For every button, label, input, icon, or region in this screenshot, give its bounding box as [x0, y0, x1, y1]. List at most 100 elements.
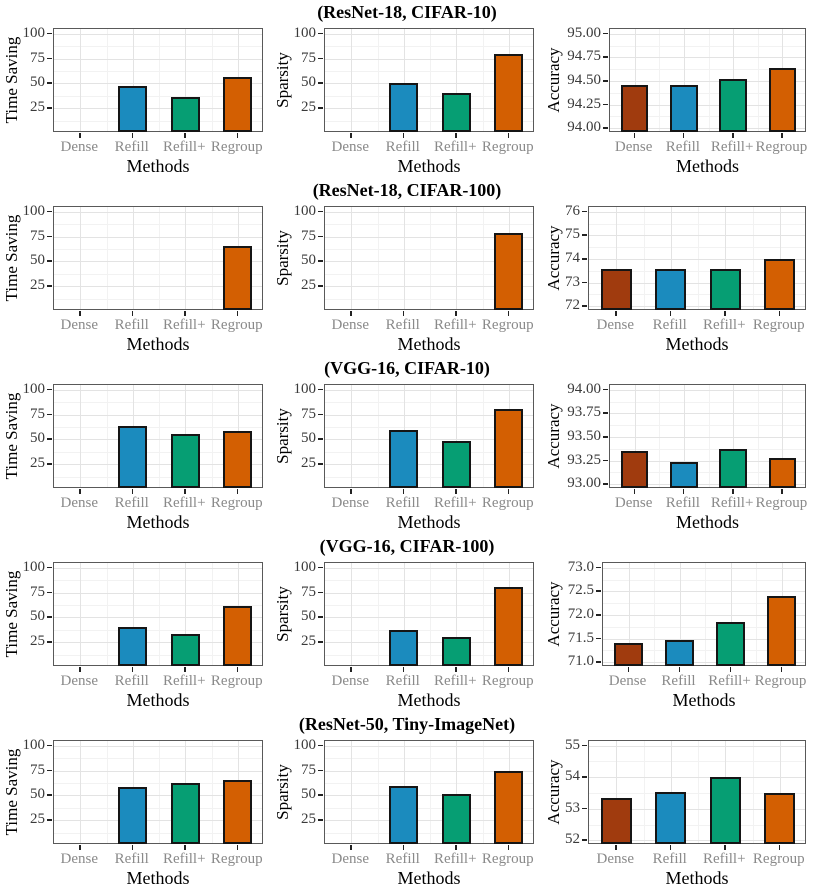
major-gridline: [782, 385, 784, 487]
y-tick-label: 94.50: [567, 72, 601, 88]
y-tick-mark: [47, 57, 52, 60]
minor-gridline: [752, 207, 754, 309]
major-gridline: [54, 464, 262, 466]
y-axis-title: Accuracy: [544, 403, 563, 469]
plot-panel: [588, 206, 806, 310]
chart-row-0: (ResNet-18, CIFAR-10) 25 50 75 100 Dense Refil…: [0, 0, 814, 178]
y-tick-label: 50: [301, 74, 316, 91]
chart-time-saving: 25 50 75 100 Dense Refill Refill+ Regroup Time S…: [0, 556, 271, 712]
y-tick-label: 25: [301, 455, 316, 472]
major-gridline: [325, 592, 533, 594]
major-gridline: [325, 745, 533, 747]
chart-row-4: (ResNet-50, Tiny-ImageNet) 25 50 75 100 Dense…: [0, 712, 814, 890]
y-tick-label: 100: [22, 24, 46, 41]
major-gridline: [351, 563, 353, 665]
y-tick-mark: [582, 305, 587, 307]
y-tick-mark: [318, 57, 323, 60]
y-tick-mark: [47, 107, 52, 109]
x-tick-mark: [236, 489, 239, 494]
y-tick-label: 71.5: [567, 629, 594, 646]
x-tick-label: Dense: [60, 317, 99, 333]
minor-gridline: [603, 603, 805, 605]
x-tick-label: Refill: [665, 495, 700, 511]
bar-refill: [655, 792, 686, 844]
x-tick-label: Dense: [331, 495, 370, 511]
minor-gridline: [603, 650, 805, 652]
x-tick-mark: [402, 845, 405, 850]
minor-gridline: [377, 741, 379, 843]
x-tick-mark: [682, 489, 685, 494]
major-gridline: [54, 58, 262, 60]
major-gridline: [325, 108, 533, 110]
major-gridline: [589, 259, 805, 260]
bar-refill: [670, 84, 698, 132]
plot-panel: [324, 562, 534, 666]
y-tick-label: 93.25: [567, 451, 601, 468]
charts-flex: 25 50 75 100 Dense Refill Refill+ Regroup Time S…: [0, 22, 814, 178]
minor-gridline: [643, 741, 645, 843]
minor-gridline: [752, 741, 754, 843]
x-tick-label: Refill: [385, 495, 420, 511]
y-tick-label: 94.75: [567, 48, 601, 65]
x-tick-mark: [615, 845, 617, 850]
minor-gridline: [325, 71, 533, 73]
chart-accuracy: 71.0 71.5 72.0 72.5 73.0 Dense Refill Refill+ Re…: [542, 556, 814, 712]
major-gridline: [325, 464, 533, 466]
y-tick-label: 25: [301, 633, 316, 650]
bar-refill-plus: [170, 634, 200, 666]
chart-accuracy: 52 53 54 55 Dense Refill Refill+ Regroup Accurac…: [542, 734, 814, 890]
minor-gridline: [482, 563, 484, 665]
x-axis-title: Methods: [126, 690, 190, 710]
x-tick-mark: [184, 845, 186, 850]
x-tick-mark: [79, 845, 81, 850]
minor-gridline: [610, 45, 805, 47]
chart-accuracy: 94.00 94.25 94.50 94.75 95.00 Dense Refill Refi…: [542, 22, 814, 178]
y-tick-label: 54: [565, 768, 580, 785]
x-tick-mark: [236, 133, 239, 138]
minor-gridline: [106, 741, 108, 843]
x-axis-title: Methods: [397, 690, 461, 710]
minor-gridline: [698, 207, 699, 309]
x-tick-label: Refill+: [162, 673, 206, 689]
minor-gridline: [54, 807, 262, 809]
major-gridline: [351, 741, 353, 843]
y-tick-mark: [603, 32, 608, 35]
minor-gridline: [54, 758, 262, 760]
chart-time-saving: 25 50 75 100 Dense Refill Refill+ Regroup Time S…: [0, 378, 271, 534]
major-gridline: [603, 638, 805, 640]
x-tick-label: Refill: [385, 851, 420, 867]
major-gridline: [54, 439, 262, 441]
y-tick-mark: [47, 463, 52, 465]
x-tick-label: Regroup: [210, 139, 263, 155]
y-tick-mark: [596, 566, 601, 569]
y-tick-mark: [318, 463, 323, 465]
y-tick-label: 50: [30, 608, 45, 625]
bar-regroup: [223, 605, 253, 666]
major-gridline: [185, 207, 187, 309]
minor-gridline: [757, 385, 759, 487]
plot-panel: [53, 28, 263, 132]
x-tick-mark: [350, 667, 352, 672]
major-gridline: [616, 207, 618, 309]
minor-gridline: [377, 385, 379, 487]
minor-gridline: [325, 120, 533, 122]
y-tick-label: 100: [22, 380, 46, 397]
chart-time-saving: 25 50 75 100 Dense Refill Refill+ Regroup Time S…: [0, 200, 271, 356]
x-tick-label: Dense: [60, 139, 99, 155]
major-gridline: [634, 29, 636, 131]
bar-refill: [655, 268, 686, 310]
minor-gridline: [325, 832, 533, 834]
major-gridline: [80, 207, 82, 309]
minor-gridline: [659, 29, 661, 131]
y-tick-mark: [47, 616, 52, 618]
major-gridline: [456, 29, 458, 131]
minor-gridline: [325, 249, 533, 251]
minor-gridline: [610, 425, 805, 427]
x-tick-label: Regroup: [752, 317, 805, 333]
y-tick-mark: [318, 285, 323, 287]
x-tick-mark: [732, 133, 734, 138]
major-gridline: [589, 282, 805, 284]
bar-dense: [600, 268, 632, 310]
y-tick-mark: [47, 413, 52, 416]
y-tick-label: 50: [30, 252, 45, 269]
